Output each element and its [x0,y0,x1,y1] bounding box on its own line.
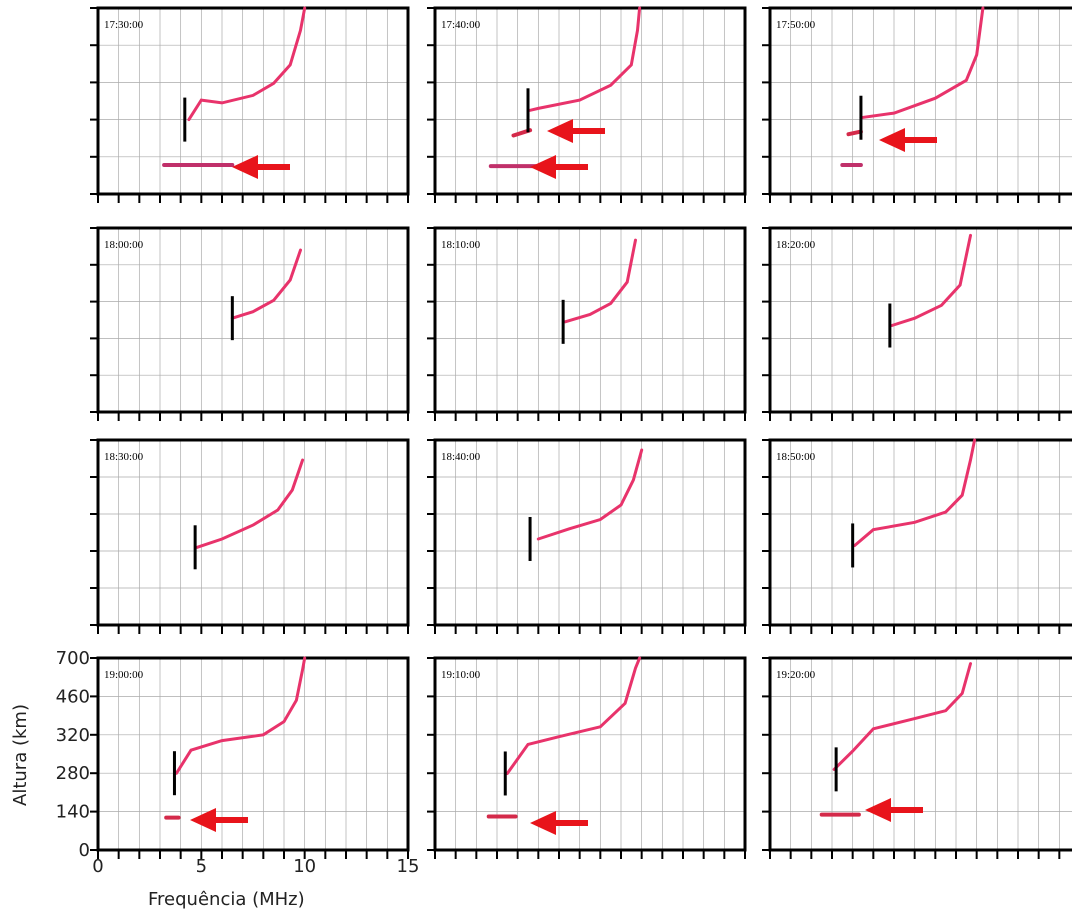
trace [230,248,302,320]
arrow [547,119,605,143]
panel-frame [433,438,747,627]
panel: 19:20:00 [762,656,1072,859]
trace [536,448,644,541]
panel: 18:20:00 [762,226,1072,421]
panel-frame [96,6,410,196]
trace [187,6,307,122]
panel-time: 18:50:00 [776,451,816,463]
panel-time: 17:40:00 [441,19,481,31]
panel-time: 19:20:00 [776,669,816,681]
x-tick-label: 0 [92,856,103,877]
panel-frame [768,226,1072,414]
x-tick-label: 5 [196,856,207,877]
panel-time: 19:00:00 [104,669,144,681]
panel-time: 18:00:00 [104,239,144,251]
y-tick-label: 700 [56,648,90,669]
trace [505,656,642,775]
arrow [530,155,588,179]
arrow [232,155,290,179]
trace [195,458,305,549]
arrows [190,119,937,835]
panel-frame [96,656,410,852]
arrow [879,128,937,152]
arrow [190,808,248,832]
trace [859,6,985,120]
panel: 18:10:00 [427,226,747,421]
panel-frame [433,656,747,852]
trace [846,129,863,137]
panel-frame [96,226,410,414]
panel: 17:50:00 [762,6,1072,203]
panel-frame [433,6,747,196]
panel-time: 18:20:00 [776,239,816,251]
trace [890,233,972,327]
trace [853,438,977,547]
x-axis-label: Frequência (MHz) [148,889,305,910]
panel-frame [96,438,410,627]
arrow [865,798,923,822]
panel: 17:40:00 [427,6,747,203]
trace [832,662,972,771]
y-tick-label: 460 [56,686,90,707]
panel-time: 18:40:00 [441,451,481,463]
panel-time: 18:10:00 [441,239,481,251]
y-tick-label: 140 [56,802,90,823]
y-tick-label: 280 [56,763,90,784]
panel: 18:30:00 [90,438,410,634]
panel-frame [768,656,1072,852]
panel-frame [768,438,1072,627]
x-tick-label: 10 [293,856,316,877]
panel-time: 18:30:00 [104,451,144,463]
panel-frame [433,226,747,414]
panel: 19:10:00 [427,656,747,859]
panel: 18:40:00 [427,438,747,634]
y-tick-label: 320 [56,725,90,746]
x-tick-label: 15 [397,856,420,877]
panel: 18:50:00 [762,438,1072,634]
panel-time: 17:50:00 [776,19,816,31]
y-tick-label: 0 [79,840,90,861]
y-axis-label: Altura (km) [10,704,31,806]
panel: 19:00:00 0 5 10 15 0 140 280 320 460 700 [56,648,420,877]
trace [528,6,642,112]
panel-frame [768,6,1072,196]
panel: 17:30:00 [90,6,410,203]
panel-time: 17:30:00 [104,19,144,31]
panel: 18:00:00 [90,226,410,421]
trace [563,238,637,324]
arrow [530,811,588,835]
trace [175,656,307,775]
panel-time: 19:10:00 [441,669,481,681]
